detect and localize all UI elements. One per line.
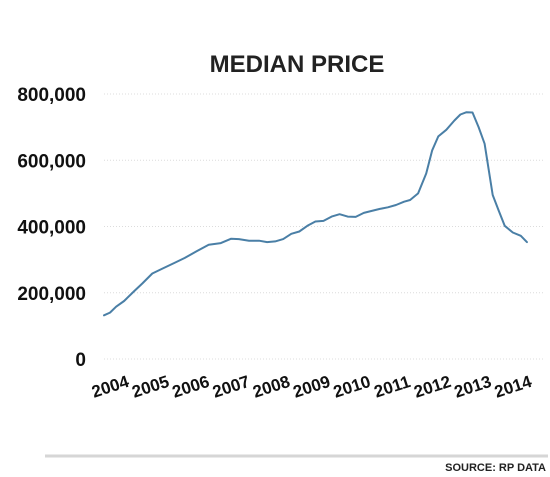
- chart-title: MEDIAN PRICE: [210, 51, 385, 78]
- series-line-median-price: [103, 111, 528, 317]
- source-note: SOURCE: RP DATA: [445, 462, 546, 474]
- y-tick-label: 800,000: [17, 85, 86, 106]
- y-tick-label: 0: [75, 350, 86, 371]
- y-tick-label: 200,000: [17, 284, 86, 305]
- gridlines: [104, 93, 543, 360]
- y-tick-label: 400,000: [17, 218, 86, 239]
- y-tick-label: 600,000: [17, 151, 86, 172]
- series-group: [103, 111, 528, 317]
- y-axis-ticks: 0 200,000 400,000 600,000 800,000: [17, 85, 86, 371]
